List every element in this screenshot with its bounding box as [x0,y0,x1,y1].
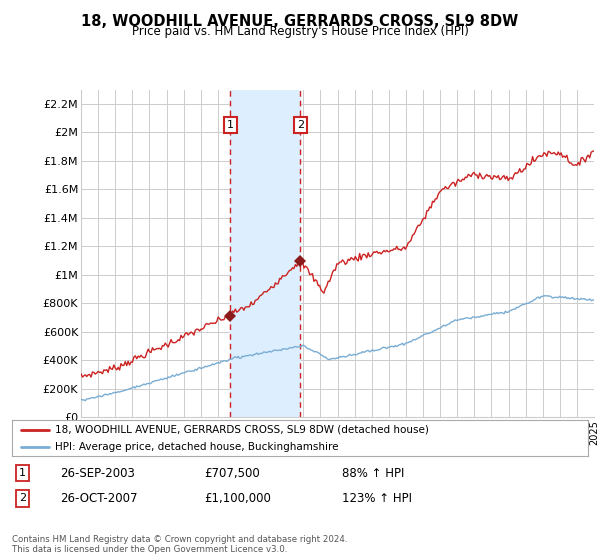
Text: 26-OCT-2007: 26-OCT-2007 [60,492,137,505]
Text: 18, WOODHILL AVENUE, GERRARDS CROSS, SL9 8DW (detached house): 18, WOODHILL AVENUE, GERRARDS CROSS, SL9… [55,425,429,435]
Text: 1: 1 [19,468,26,478]
Text: 2: 2 [19,493,26,503]
Text: 88% ↑ HPI: 88% ↑ HPI [342,466,404,480]
Text: 18, WOODHILL AVENUE, GERRARDS CROSS, SL9 8DW: 18, WOODHILL AVENUE, GERRARDS CROSS, SL9… [82,14,518,29]
Text: HPI: Average price, detached house, Buckinghamshire: HPI: Average price, detached house, Buck… [55,442,338,451]
Bar [230,90,300,417]
Text: £1,100,000: £1,100,000 [204,492,271,505]
Text: 2: 2 [296,120,304,130]
Text: 123% ↑ HPI: 123% ↑ HPI [342,492,412,505]
Text: 26-SEP-2003: 26-SEP-2003 [60,466,135,480]
Text: 1: 1 [227,120,234,130]
Text: £707,500: £707,500 [204,466,260,480]
Text: Contains HM Land Registry data © Crown copyright and database right 2024.
This d: Contains HM Land Registry data © Crown c… [12,535,347,554]
Text: Price paid vs. HM Land Registry's House Price Index (HPI): Price paid vs. HM Land Registry's House … [131,25,469,38]
